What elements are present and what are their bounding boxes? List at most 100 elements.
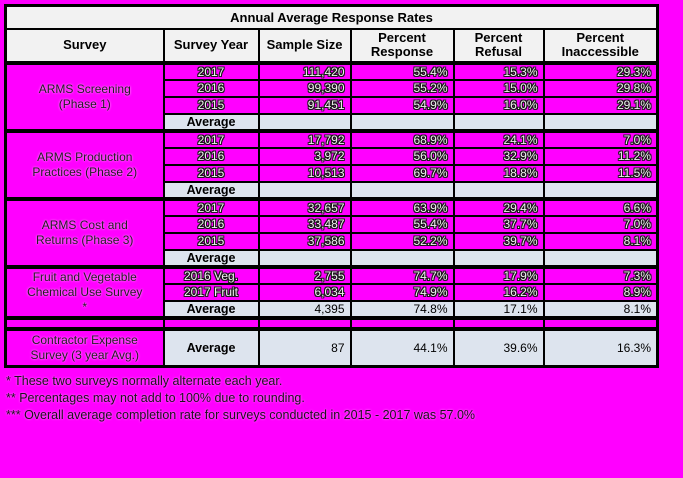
- average-value-cell: [542, 180, 659, 200]
- table-row: 2016 99,390 55.2% 15.0% 29.8%: [6, 78, 659, 98]
- table-row: Fruit and Vegetable Chemical Use Survey …: [4, 264, 659, 319]
- percent-response-cell: 52.2%: [349, 231, 455, 251]
- average-label-cell: Average: [162, 112, 260, 132]
- average-value-cell: [452, 112, 545, 132]
- table-row: 2015 91,451 54.9% 16.0% 29.1%: [6, 95, 659, 115]
- percent-response-cell: 68.9%: [349, 128, 455, 149]
- spacer-cell: [162, 315, 260, 331]
- table-title: Annual Average Response Rates: [4, 4, 659, 30]
- average-value-cell: [542, 112, 659, 132]
- percent-inaccessible-cell: 29.8%: [542, 78, 659, 98]
- percent-response-cell: 74.7%: [349, 264, 455, 285]
- sample-size-cell: 99,390: [257, 78, 352, 98]
- year-cell: 2015: [162, 231, 260, 251]
- table-row: 2016 33,487 55.4% 37.7% 7.0%: [6, 214, 659, 234]
- average-value-cell: 17.1%: [452, 299, 545, 319]
- percent-refusal-cell: 37.7%: [452, 214, 545, 234]
- sample-size-cell: 32,657: [257, 196, 352, 217]
- percent-refusal-cell: 15.3%: [452, 60, 545, 81]
- average-label-cell: Average: [162, 299, 260, 319]
- average-value-cell: 39.6%: [452, 327, 545, 368]
- percent-refusal-cell: 18.8%: [452, 163, 545, 183]
- footnotes: * These two surveys normally alternate e…: [6, 373, 683, 424]
- average-value-cell: [349, 112, 455, 132]
- year-cell: 2016 Veg.: [162, 264, 260, 285]
- percent-response-cell: 56.0%: [349, 146, 455, 166]
- year-cell: 2015: [162, 95, 260, 115]
- sample-size-cell: 33,487: [257, 214, 352, 234]
- year-cell: 2017 Fruit: [162, 282, 260, 302]
- title-row: Annual Average Response Rates: [4, 4, 659, 30]
- average-value-cell: [452, 248, 545, 268]
- percent-inaccessible-cell: 11.2%: [542, 146, 659, 166]
- average-value-cell: 16.3%: [542, 327, 659, 368]
- percent-response-cell: 55.2%: [349, 78, 455, 98]
- table-row: ARMS Screening (Phase 1) 2017 111,420 55…: [4, 60, 659, 132]
- average-value-cell: 8.1%: [542, 299, 659, 319]
- percent-response-cell: 55.4%: [349, 214, 455, 234]
- table-row: ARMS Cost and Returns (Phase 3) 2017 32,…: [4, 196, 659, 268]
- percent-refusal-cell: 15.0%: [452, 78, 545, 98]
- survey-name-cell: Fruit and Vegetable Chemical Use Survey …: [4, 264, 165, 319]
- column-header-percent-response: Percent Response: [349, 27, 455, 64]
- percent-response-cell: 74.9%: [349, 282, 455, 302]
- percent-inaccessible-cell: 29.3%: [542, 60, 659, 81]
- percent-response-cell: 63.9%: [349, 196, 455, 217]
- year-cell: 2017: [162, 60, 260, 81]
- average-value-cell: [257, 180, 352, 200]
- average-value-cell: [542, 248, 659, 268]
- sample-size-cell: 17,792: [257, 128, 352, 149]
- spacer-cell: [4, 315, 165, 331]
- percent-refusal-cell: 39.7%: [452, 231, 545, 251]
- percent-response-cell: 69.7%: [349, 163, 455, 183]
- average-label-cell: Average: [162, 180, 260, 200]
- percent-refusal-cell: 16.0%: [452, 95, 545, 115]
- average-row: Average: [6, 180, 659, 200]
- column-header-survey: Survey: [4, 27, 165, 64]
- average-value-cell: [349, 180, 455, 200]
- spacer-cell: [542, 315, 659, 331]
- table-row: 2016 3,972 56.0% 32.9% 11.2%: [6, 146, 659, 166]
- survey-name-cell: ARMS Production Practices (Phase 2): [4, 128, 165, 200]
- average-label-cell: Average: [162, 327, 260, 368]
- footnote: ** Percentages may not add to 100% due t…: [6, 391, 305, 406]
- percent-inaccessible-cell: 8.1%: [542, 231, 659, 251]
- year-cell: 2016: [162, 146, 260, 166]
- percent-inaccessible-cell: 11.5%: [542, 163, 659, 183]
- average-row: Average: [6, 248, 659, 268]
- survey-name-cell: ARMS Cost and Returns (Phase 3): [4, 196, 165, 268]
- table-row: 2017 Fruit 6,034 74.9% 16.2% 8.9%: [6, 282, 659, 302]
- year-cell: 2017: [162, 128, 260, 149]
- spacer-cell: [257, 315, 352, 331]
- average-value-cell: 87: [257, 327, 352, 368]
- sample-size-cell: 2,755: [257, 264, 352, 285]
- percent-inaccessible-cell: 7.0%: [542, 128, 659, 149]
- average-value-cell: [257, 112, 352, 132]
- percent-inaccessible-cell: 8.9%: [542, 282, 659, 302]
- sample-size-cell: 91,451: [257, 95, 352, 115]
- spacer-cell: [349, 315, 455, 331]
- percent-refusal-cell: 17.9%: [452, 264, 545, 285]
- average-row: Average 4,395 74.8% 17.1% 8.1%: [6, 299, 659, 319]
- percent-refusal-cell: 24.1%: [452, 128, 545, 149]
- column-header-percent-inaccessible: Percent Inaccessible: [542, 27, 659, 64]
- survey-name-cell: Contractor Expense Survey (3 year Avg.): [4, 327, 165, 368]
- percent-refusal-cell: 16.2%: [452, 282, 545, 302]
- sample-size-cell: 111,420: [257, 60, 352, 81]
- year-cell: 2016: [162, 78, 260, 98]
- footnote: *** Overall average completion rate for …: [6, 408, 476, 423]
- average-value-cell: [452, 180, 545, 200]
- response-rates-table: Annual Average Response Rates Survey Sur…: [4, 4, 659, 369]
- page-content: Annual Average Response Rates Survey Sur…: [4, 4, 683, 424]
- percent-response-cell: 54.9%: [349, 95, 455, 115]
- average-row: Average: [6, 112, 659, 132]
- percent-inaccessible-cell: 29.1%: [542, 95, 659, 115]
- average-value-cell: 74.8%: [349, 299, 455, 319]
- percent-refusal-cell: 32.9%: [452, 146, 545, 166]
- average-value-cell: 4,395: [257, 299, 352, 319]
- percent-inaccessible-cell: 7.3%: [542, 264, 659, 285]
- spacer-row: [4, 315, 659, 331]
- column-header-survey-year: Survey Year: [162, 27, 260, 64]
- year-cell: 2017: [162, 196, 260, 217]
- percent-response-cell: 55.4%: [349, 60, 455, 81]
